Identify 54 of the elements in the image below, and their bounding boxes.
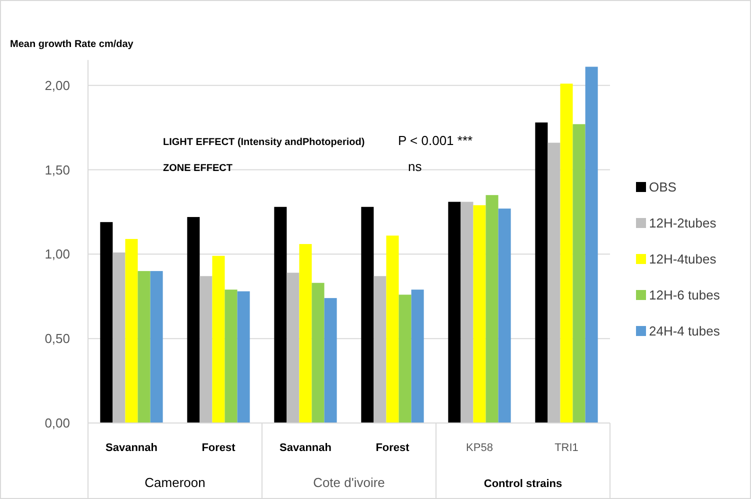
legend-label: 12H-2tubes [649,216,717,231]
text: Control strains [484,478,562,490]
bar [100,222,113,423]
x-tick-label: TRI1 [554,442,578,454]
text: Cote d'ivoire [313,475,385,490]
x-tick-label: Savannah [280,442,332,454]
bar [224,290,238,423]
legend-label: 12H-4tubes [649,252,717,267]
bar [312,282,324,423]
bar [200,276,212,423]
y-tick-label: 2,00 [44,78,70,93]
x-tick-label: Savannah [106,442,158,454]
bar [448,202,461,423]
bar [548,142,560,423]
y-tick-label: 1,00 [44,246,70,262]
bar [386,236,399,423]
bar [572,124,586,423]
bar [286,272,300,423]
bar [125,238,138,423]
y-axis-title: Mean growth Rate cm/day [10,39,134,50]
y-tick-label: 0,00 [44,416,70,431]
bar [274,206,287,423]
legend-label: 12H-6 tubes [649,288,720,303]
bar [411,290,424,423]
x-tick-label: KP58 [466,442,493,454]
bar [324,298,337,423]
bar [398,294,412,423]
annotation: ZONE EFFECT [163,163,232,174]
legend-label: 24H-4 tubes [649,324,720,339]
bar [486,195,498,423]
bar [460,202,474,423]
bar [299,244,312,423]
annotation: P < 0.001 *** [398,133,473,148]
bar [498,208,511,423]
bar [585,66,598,423]
legend-label: OBS [649,180,677,195]
x-tick-label: Forest [202,442,236,454]
bar [212,256,225,423]
y-tick-label: 0,50 [44,331,70,346]
bar [560,84,573,423]
x-tick-label: Forest [376,442,410,454]
bar [237,291,250,423]
bar [138,271,150,423]
bar [473,205,486,423]
bar [374,276,386,423]
y-tick-label: 1,50 [44,162,70,178]
text: Cameroon [144,475,206,490]
bar [187,217,200,423]
bar [361,206,374,423]
bar [150,271,163,423]
annotation: ns [408,159,422,174]
bar [535,122,548,423]
annotation: LIGHT EFFECT (Intensity andPhotoperiod) [163,137,365,148]
bar [112,252,126,423]
